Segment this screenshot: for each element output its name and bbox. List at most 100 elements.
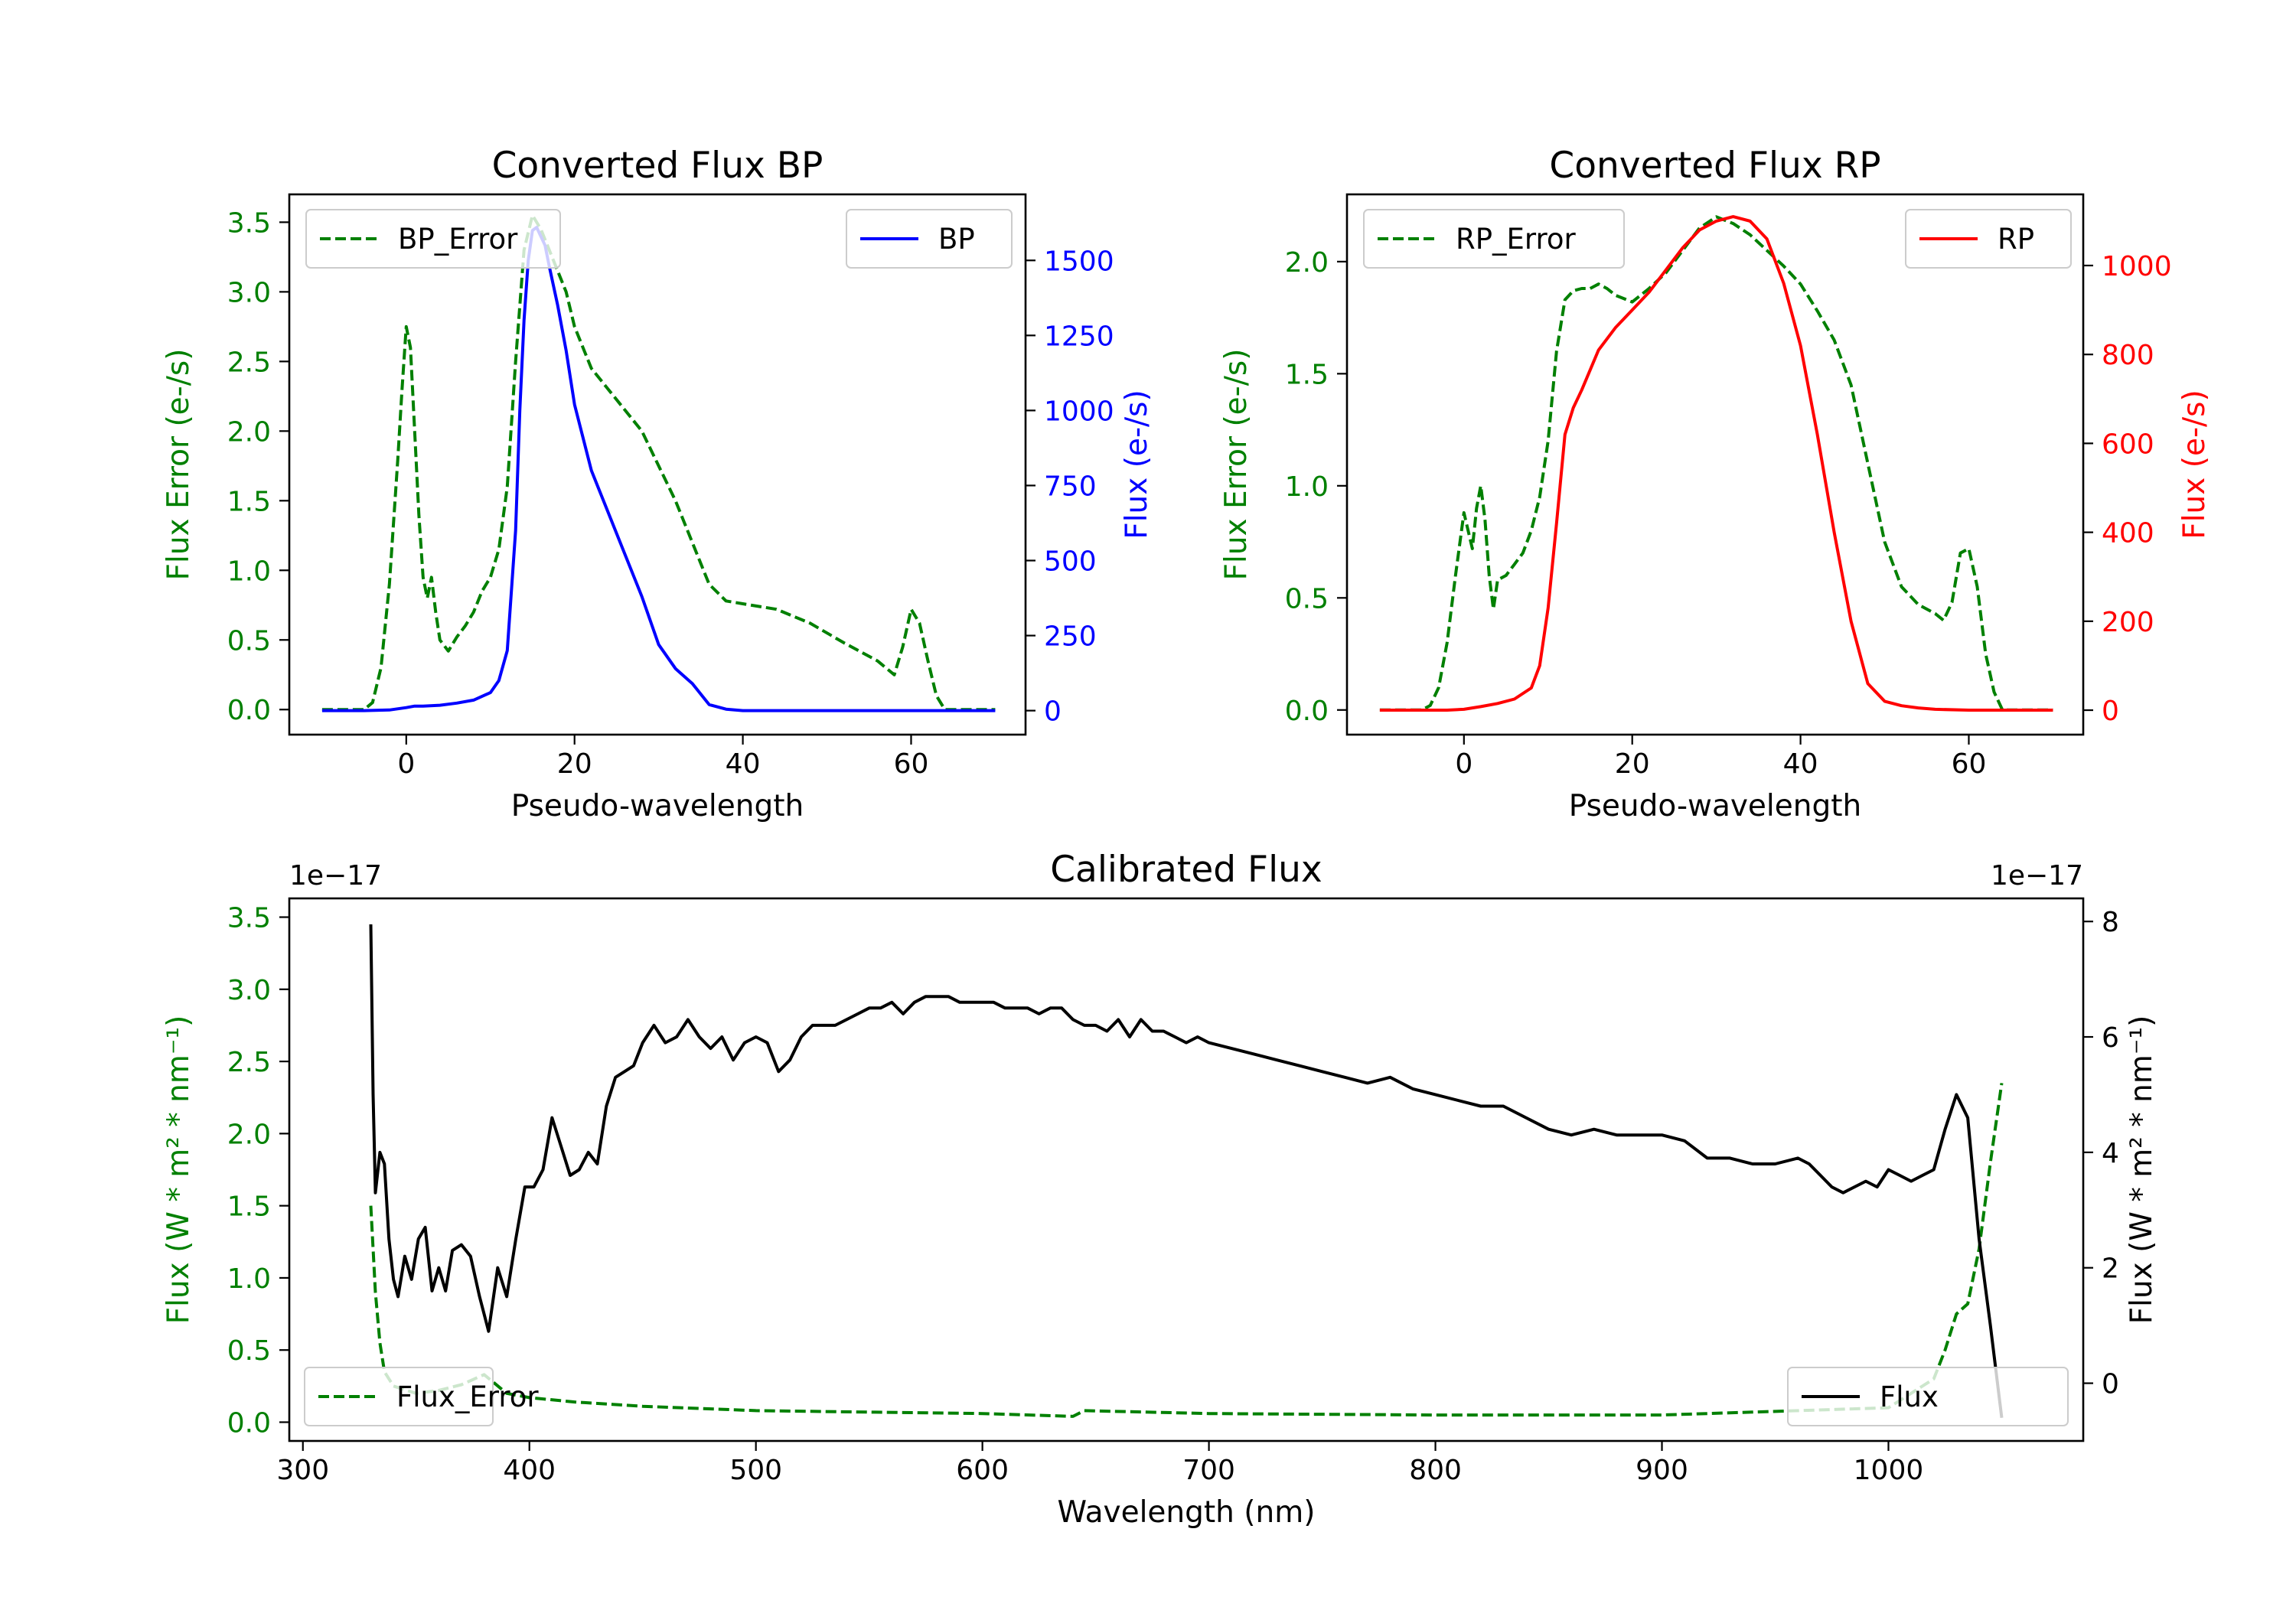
x-tick-label: 400 bbox=[503, 1455, 556, 1486]
x-tick-label: 60 bbox=[1952, 748, 1987, 780]
y-right-tick-label: 750 bbox=[1044, 471, 1097, 502]
y-right-tick-label: 200 bbox=[2102, 607, 2154, 638]
chart-calibrated-panel: 300 400 500 600 700 800 900 1000 0.0 0.5 1.0 1.5 2.0… bbox=[161, 849, 2159, 1530]
legend-left: BP_Error bbox=[305, 209, 561, 269]
legend-right: RP bbox=[1905, 209, 2072, 269]
y-left-tick-label: 1.0 bbox=[227, 1263, 271, 1295]
x-tick-label: 1000 bbox=[1854, 1455, 1924, 1486]
legend-box bbox=[305, 209, 561, 269]
legend-label: Flux bbox=[1880, 1380, 1939, 1413]
y-right-tick-label: 2 bbox=[2102, 1253, 2119, 1285]
y-left-tick-label: 1.0 bbox=[1285, 471, 1329, 503]
y-left-tick-label: 0.0 bbox=[227, 1407, 271, 1439]
y-right-tick-label: 250 bbox=[1044, 621, 1097, 653]
y-left-tick-label: 2.5 bbox=[227, 1047, 271, 1078]
y-left-tick-label: 1.5 bbox=[227, 486, 271, 517]
legend-left: Flux_Error bbox=[304, 1367, 539, 1426]
y-right-tick-label: 1000 bbox=[2102, 251, 2172, 282]
y-right-tick-label: 400 bbox=[2102, 518, 2154, 549]
x-tick-label: 500 bbox=[729, 1455, 782, 1486]
series-group bbox=[1379, 215, 2053, 712]
chart-title: Converted Flux RP bbox=[1549, 145, 1880, 187]
y-left-axis-label: Flux Error (e-/s) bbox=[1219, 349, 1254, 581]
y-right-tick-label: 4 bbox=[2102, 1138, 2119, 1169]
y-left-tick-label: 0.5 bbox=[1285, 583, 1329, 614]
y-left-tick-label: 1.5 bbox=[227, 1191, 271, 1223]
y-left-tick-label: 3.0 bbox=[227, 277, 271, 308]
series-group bbox=[321, 214, 996, 712]
chart-rp-panel: 0 20 40 60 0.0 0.5 1.0 1.5 2.0 0 200 400 600 800 1000 C… bbox=[1219, 145, 2212, 823]
x-axis-label: Wavelength (nm) bbox=[1058, 1495, 1316, 1530]
y-left-tick-label: 2.0 bbox=[227, 1119, 271, 1150]
x-tick-label: 20 bbox=[557, 748, 592, 780]
plot-frame bbox=[288, 897, 2085, 1442]
y-left-tick-label: 0.5 bbox=[227, 625, 271, 657]
y-left-tick-label: 0.5 bbox=[227, 1335, 271, 1367]
y-right-tick-label: 1500 bbox=[1044, 246, 1114, 277]
legend-right: BP bbox=[846, 209, 1013, 269]
y-right-axis-label: Flux (e-/s) bbox=[2177, 390, 2212, 539]
legend-label: BP_Error bbox=[398, 223, 518, 256]
x-tick-label: 600 bbox=[956, 1455, 1009, 1486]
series-line-rp-error bbox=[1379, 215, 2053, 712]
y-left-tick-label: 0.0 bbox=[1285, 696, 1329, 727]
y-right-tick-label: 6 bbox=[2102, 1022, 2119, 1054]
legend-label: RP_Error bbox=[1456, 223, 1576, 256]
y-right-tick-label: 8 bbox=[2102, 907, 2119, 938]
legend-box bbox=[1905, 209, 2072, 269]
legend-right: Flux bbox=[1787, 1367, 2069, 1426]
y-left-tick-label: 0.0 bbox=[227, 695, 271, 726]
x-tick-label: 20 bbox=[1615, 748, 1650, 780]
y-right-tick-label: 600 bbox=[2102, 429, 2154, 460]
legend-left: RP_Error bbox=[1363, 209, 1625, 269]
y-left-tick-label: 2.5 bbox=[227, 347, 271, 378]
y-right-tick-label: 1000 bbox=[1044, 396, 1114, 427]
series-line-bp-error bbox=[321, 214, 996, 712]
series-line-flux bbox=[369, 924, 2004, 1419]
y-right-tick-label: 0 bbox=[2102, 1369, 2119, 1400]
legend-box bbox=[1787, 1367, 2069, 1426]
x-axis-label: Pseudo-wavelength bbox=[1569, 789, 1861, 823]
plot-frame bbox=[288, 193, 1027, 736]
y-right-axis-label: Flux (W * m² * nm⁻¹) bbox=[2125, 1015, 2159, 1325]
plot-frame bbox=[1345, 193, 2085, 736]
x-tick-label: 40 bbox=[726, 748, 761, 780]
y-left-tick-label: 2.0 bbox=[227, 416, 271, 448]
x-tick-label: 800 bbox=[1409, 1455, 1462, 1486]
y-right-offset-label: 1e−17 bbox=[1991, 860, 2083, 892]
y-left-tick-label: 1.5 bbox=[1285, 359, 1329, 390]
x-axis-label: Pseudo-wavelength bbox=[511, 789, 804, 823]
legend-label: BP bbox=[938, 223, 975, 256]
y-left-axis-label: Flux Error (e-/s) bbox=[161, 349, 196, 581]
y-left-axis-label: Flux (W * m² * nm⁻¹) bbox=[161, 1015, 196, 1325]
y-right-tick-label: 0 bbox=[1044, 696, 1062, 728]
chart-bp-panel: 0 20 40 60 0.0 0.5 1.0 1.5 2.0 2.5 3.0 3.5 0 250 500 75… bbox=[161, 145, 1154, 823]
x-tick-label: 60 bbox=[894, 748, 929, 780]
y-right-tick-label: 0 bbox=[2102, 696, 2119, 727]
legend-box bbox=[1363, 209, 1625, 269]
y-right-axis-label: Flux (e-/s) bbox=[1120, 390, 1154, 539]
series-group bbox=[369, 924, 2004, 1419]
chart-title: Calibrated Flux bbox=[1050, 849, 1322, 891]
legend-label: RP bbox=[1998, 223, 2034, 256]
series-line-rp bbox=[1379, 215, 2053, 712]
series-line-flux-error bbox=[369, 1083, 2004, 1418]
x-tick-label: 300 bbox=[276, 1455, 329, 1486]
legend-box bbox=[846, 209, 1013, 269]
x-tick-label: 0 bbox=[397, 748, 415, 780]
x-tick-label: 900 bbox=[1636, 1455, 1688, 1486]
y-left-tick-label: 3.0 bbox=[227, 975, 271, 1006]
y-right-tick-label: 1250 bbox=[1044, 321, 1114, 352]
legend-box bbox=[304, 1367, 494, 1426]
y-right-tick-label: 500 bbox=[1044, 546, 1097, 578]
y-left-tick-label: 3.5 bbox=[227, 903, 271, 934]
y-left-tick-label: 2.0 bbox=[1285, 247, 1329, 279]
x-tick-label: 0 bbox=[1455, 748, 1473, 780]
y-right-tick-label: 800 bbox=[2102, 340, 2154, 371]
x-tick-label: 40 bbox=[1783, 748, 1818, 780]
legend-label: Flux_Error bbox=[396, 1380, 539, 1413]
chart-title: Converted Flux BP bbox=[492, 145, 823, 187]
x-tick-label: 700 bbox=[1182, 1455, 1235, 1486]
y-left-tick-label: 1.0 bbox=[227, 556, 271, 587]
